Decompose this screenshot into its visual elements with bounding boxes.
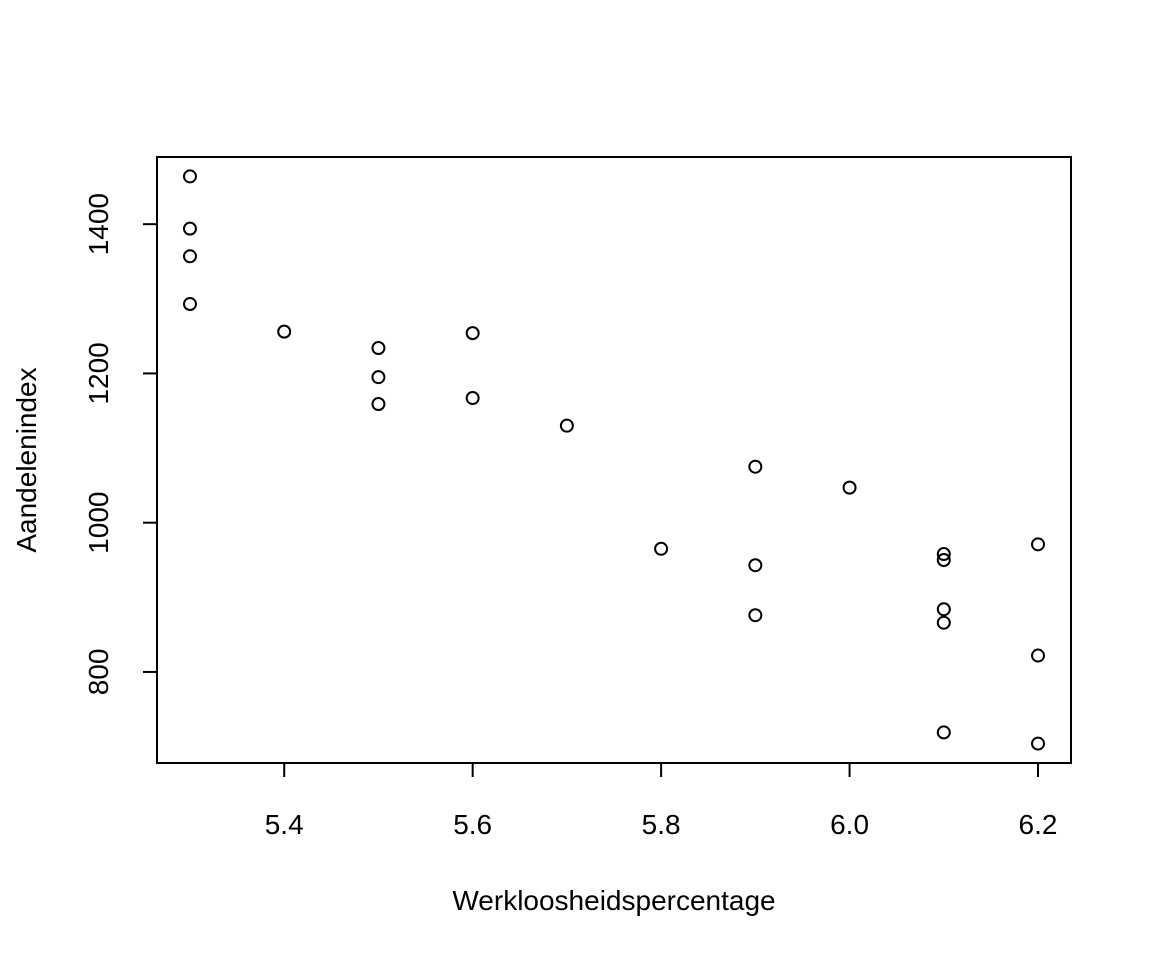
y-tick-label: 1400: [83, 193, 114, 255]
x-tick-label: 5.4: [265, 809, 304, 840]
x-axis-title: Werkloosheidspercentage: [452, 885, 775, 916]
y-tick-label: 1200: [83, 342, 114, 404]
data-point: [748, 558, 763, 573]
data-point: [1031, 736, 1046, 751]
data-point: [182, 249, 197, 264]
data-point: [936, 725, 951, 740]
data-point: [371, 341, 386, 356]
x-tick-label: 6.2: [1019, 809, 1058, 840]
y-tick-label: 1000: [83, 492, 114, 554]
data-point: [559, 418, 574, 433]
x-tick-label: 6.0: [830, 809, 869, 840]
data-point: [842, 480, 857, 495]
x-axis: 5.4 5.6 5.8 6.0 6.2: [265, 763, 1058, 840]
data-point: [654, 541, 669, 556]
data-point: [465, 326, 480, 341]
data-point: [371, 397, 386, 412]
plot-frame: [156, 156, 1072, 764]
y-axis-title: Aandelenindex: [11, 367, 42, 552]
y-tick-label: 800: [83, 649, 114, 696]
data-point: [277, 324, 292, 339]
data-point: [936, 547, 951, 562]
data-point: [936, 602, 951, 617]
data-point: [1031, 648, 1046, 663]
data-point: [465, 391, 480, 406]
y-axis: 800 1000 1200 1400: [83, 193, 157, 695]
data-point: [1031, 537, 1046, 552]
data-point: [748, 459, 763, 474]
data-point: [748, 608, 763, 623]
data-point: [371, 370, 386, 385]
data-point: [182, 169, 197, 184]
data-point: [936, 615, 951, 630]
data-point: [182, 297, 197, 312]
x-tick-label: 5.8: [642, 809, 681, 840]
data-point: [182, 221, 197, 236]
x-tick-label: 5.6: [453, 809, 492, 840]
data-point: [936, 553, 951, 568]
data-points: [182, 169, 1046, 751]
